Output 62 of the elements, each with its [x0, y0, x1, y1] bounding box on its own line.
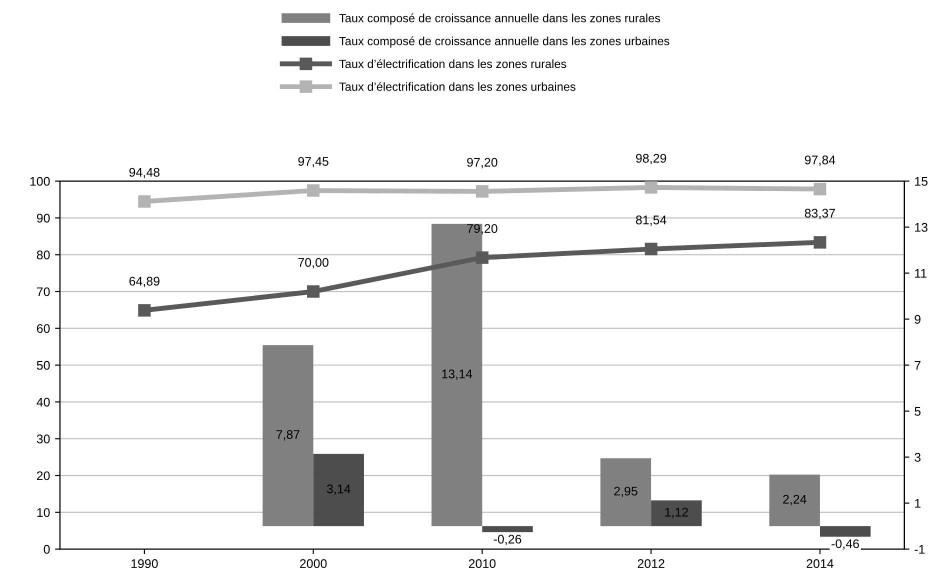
y2-tick-label: 3: [914, 452, 921, 462]
y2-tick-label: 13: [915, 222, 928, 232]
data-label: 97,20: [467, 158, 498, 168]
point: [307, 184, 320, 197]
x-tick-label: 2014: [806, 559, 834, 568]
data-label: 70,00: [298, 258, 328, 268]
data-label: 97,84: [804, 156, 836, 166]
y-tick-label: 10: [37, 508, 50, 517]
y2-tick-label: 7: [914, 361, 920, 370]
y-tick-label: 40: [36, 398, 50, 407]
data-label: 1,12: [665, 508, 688, 518]
x-tick-label: 2010: [468, 559, 496, 568]
y2-tick-label: 5: [914, 407, 921, 416]
data-label: 3,14: [326, 484, 350, 495]
data-label: 81,54: [636, 216, 666, 226]
y2-tick-label: 9: [914, 314, 920, 324]
data-label: 13,14: [442, 370, 472, 380]
point: [814, 182, 826, 196]
data-label: 7,87: [276, 430, 300, 440]
data-label: 97,45: [298, 156, 328, 168]
bar: [262, 345, 314, 526]
bar: [313, 454, 364, 526]
bar: [820, 526, 871, 537]
bar: [482, 526, 533, 532]
point: [138, 304, 151, 317]
data-label: 2,95: [614, 486, 638, 498]
y-tick-label: 60: [36, 324, 50, 333]
bar: [600, 458, 652, 526]
y2-tick-label: 11: [915, 269, 926, 278]
y-tick-label: 30: [36, 434, 50, 444]
data-label: 79,20: [467, 224, 498, 234]
point: [644, 181, 658, 194]
point: [476, 251, 488, 264]
point: [307, 285, 320, 298]
data-label: 64,89: [129, 276, 160, 288]
y2-tick-label: 15: [915, 177, 928, 186]
x-tick-label: 2000: [300, 559, 327, 568]
point: [138, 195, 151, 208]
data-label: 94,48: [129, 168, 160, 178]
point: [814, 236, 826, 249]
point: [476, 185, 488, 198]
legend-label: Taux d’électrification dans les zones rurales: [339, 59, 566, 68]
legend-label: Taux composé de croissance annuelle dans les zones urbaines: [339, 36, 670, 48]
data-label: 2,24: [783, 494, 806, 506]
data-label: 83,37: [804, 208, 835, 220]
y2-tick-label: -1: [914, 545, 925, 554]
data-label: 98,29: [636, 154, 666, 164]
legend-label: Taux composé de croissance annuelle dans les zones rurales: [339, 14, 660, 25]
legend-label: Taux d’électrification dans les zones urbaines: [339, 82, 576, 91]
point: [644, 242, 658, 256]
y-tick-label: 90: [36, 214, 50, 223]
data-label: -0,46: [832, 539, 859, 550]
x-tick-label: 2012: [638, 559, 664, 568]
y-tick-label: 20: [36, 471, 50, 480]
y-tick-label: 0: [44, 544, 50, 554]
data-label: -0,26: [494, 534, 522, 546]
y2-tick-label: 1: [915, 499, 920, 508]
y-tick-label: 100: [30, 176, 50, 186]
y-tick-label: 50: [36, 360, 50, 370]
y-tick-label: 70: [36, 287, 50, 296]
x-tick-label: 1990: [131, 559, 158, 568]
y-tick-label: 80: [36, 250, 50, 260]
